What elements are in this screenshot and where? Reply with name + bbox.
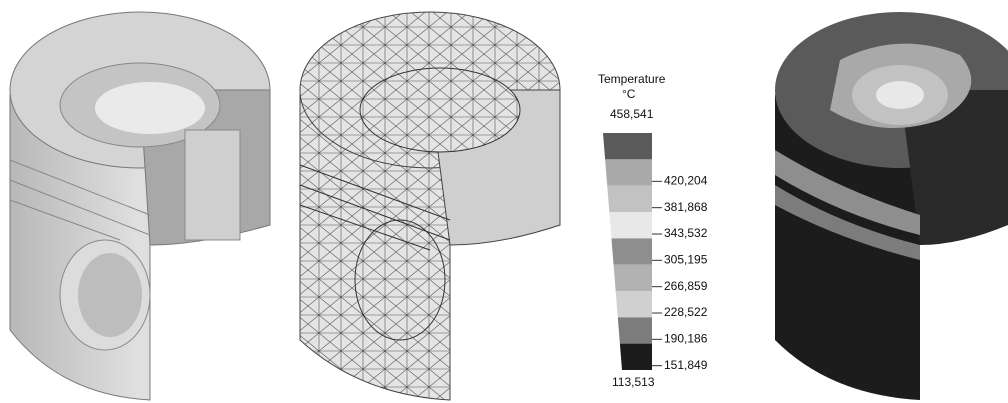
legend-band bbox=[618, 317, 652, 343]
legend-label: 420,204 bbox=[664, 174, 708, 188]
figure: Temperature °C 458,541 420,204 381,868 343,… bbox=[0, 0, 1008, 403]
piston-mesh bbox=[300, 12, 560, 400]
legend-label: 458,541 bbox=[610, 107, 654, 121]
legend-label: 343,532 bbox=[664, 226, 708, 240]
legend-label: 228,522 bbox=[664, 305, 708, 319]
legend-unit: °C bbox=[622, 87, 636, 101]
legend-band bbox=[607, 186, 652, 212]
legend-band bbox=[616, 291, 652, 317]
legend-label: 381,868 bbox=[664, 200, 708, 214]
piston-temperature bbox=[775, 12, 1008, 400]
legend-label: 151,849 bbox=[664, 358, 708, 372]
legend-label: 190,186 bbox=[664, 332, 708, 346]
legend-band bbox=[614, 265, 652, 291]
legend-title: Temperature bbox=[598, 72, 666, 86]
legend-label: 266,859 bbox=[664, 279, 708, 293]
piston-render bbox=[10, 12, 270, 400]
legend-band bbox=[620, 344, 652, 370]
legend-band bbox=[609, 212, 652, 238]
legend-band bbox=[603, 133, 652, 159]
page: Temperature °C 458,541 420,204 381,868 343,… bbox=[0, 0, 1008, 403]
legend-band bbox=[611, 238, 652, 264]
legend-label: 305,195 bbox=[664, 253, 708, 267]
legend-band bbox=[605, 159, 652, 185]
legend-label: 113,513 bbox=[612, 375, 655, 389]
